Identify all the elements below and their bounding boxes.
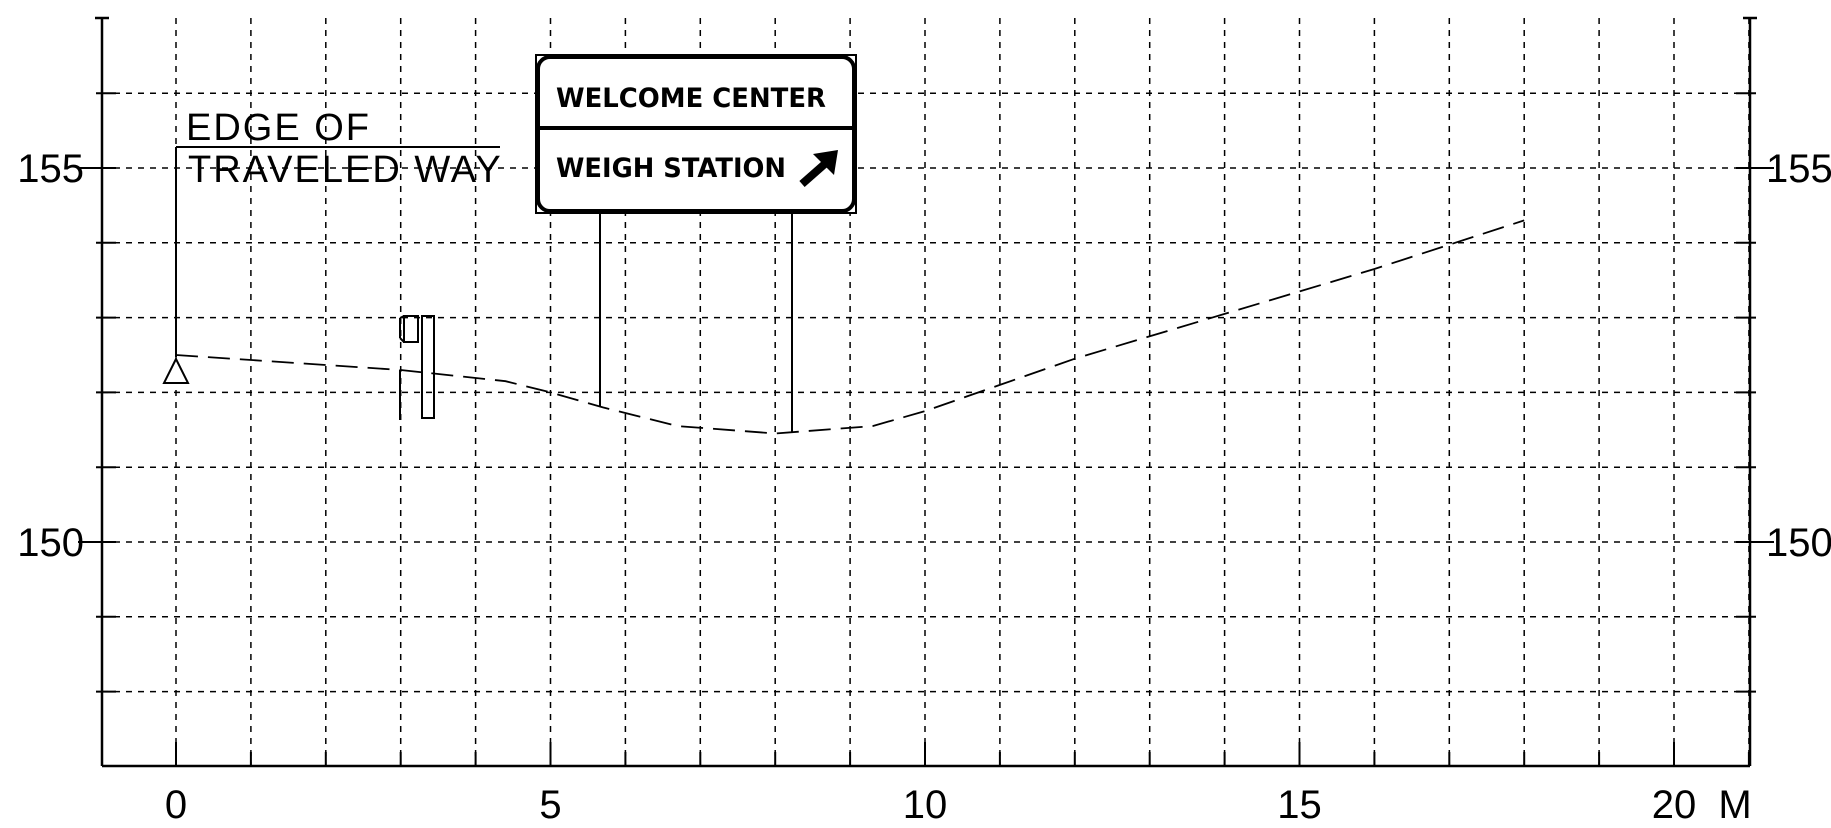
roadside-post bbox=[399, 315, 435, 420]
x-tick-label: 0 bbox=[165, 783, 187, 823]
ground-profile-line bbox=[175, 219, 1525, 435]
plot-frame bbox=[78, 16, 1774, 768]
x-tick-label: 20 bbox=[1652, 783, 1697, 823]
x-unit-label: M bbox=[1718, 783, 1751, 823]
tick-labels: 0 5 10 15 20 M 150 150 155 155 bbox=[17, 147, 1831, 827]
x-tick-label: 5 bbox=[539, 783, 561, 823]
guide-sign: WELCOME CENTER WEIGH STATION bbox=[535, 54, 857, 432]
sign-line-2: WEIGH STATION bbox=[556, 153, 786, 184]
x-tick-label: 15 bbox=[1277, 783, 1322, 823]
post-cap bbox=[403, 315, 419, 343]
ground-profile bbox=[175, 219, 1525, 435]
up-right-arrow-icon bbox=[799, 150, 838, 188]
note-line-2: TRAVELED WAY bbox=[188, 149, 503, 191]
post-body bbox=[421, 315, 435, 419]
edge-of-traveled-way-note: EDGE OF TRAVELED WAY bbox=[162, 107, 503, 384]
y-tick-label-left: 150 bbox=[17, 521, 84, 565]
note-line-1: EDGE OF bbox=[186, 107, 371, 149]
y-tick-label-right: 155 bbox=[1766, 147, 1831, 191]
y-tick-label-left: 155 bbox=[17, 147, 84, 191]
x-tick-label: 10 bbox=[903, 783, 948, 823]
edge-marker-triangle-icon bbox=[162, 356, 190, 384]
sign-panel bbox=[536, 55, 856, 213]
grid bbox=[102, 18, 1750, 766]
sign-line-1: WELCOME CENTER bbox=[556, 83, 826, 114]
y-tick-label-right: 150 bbox=[1766, 521, 1831, 565]
